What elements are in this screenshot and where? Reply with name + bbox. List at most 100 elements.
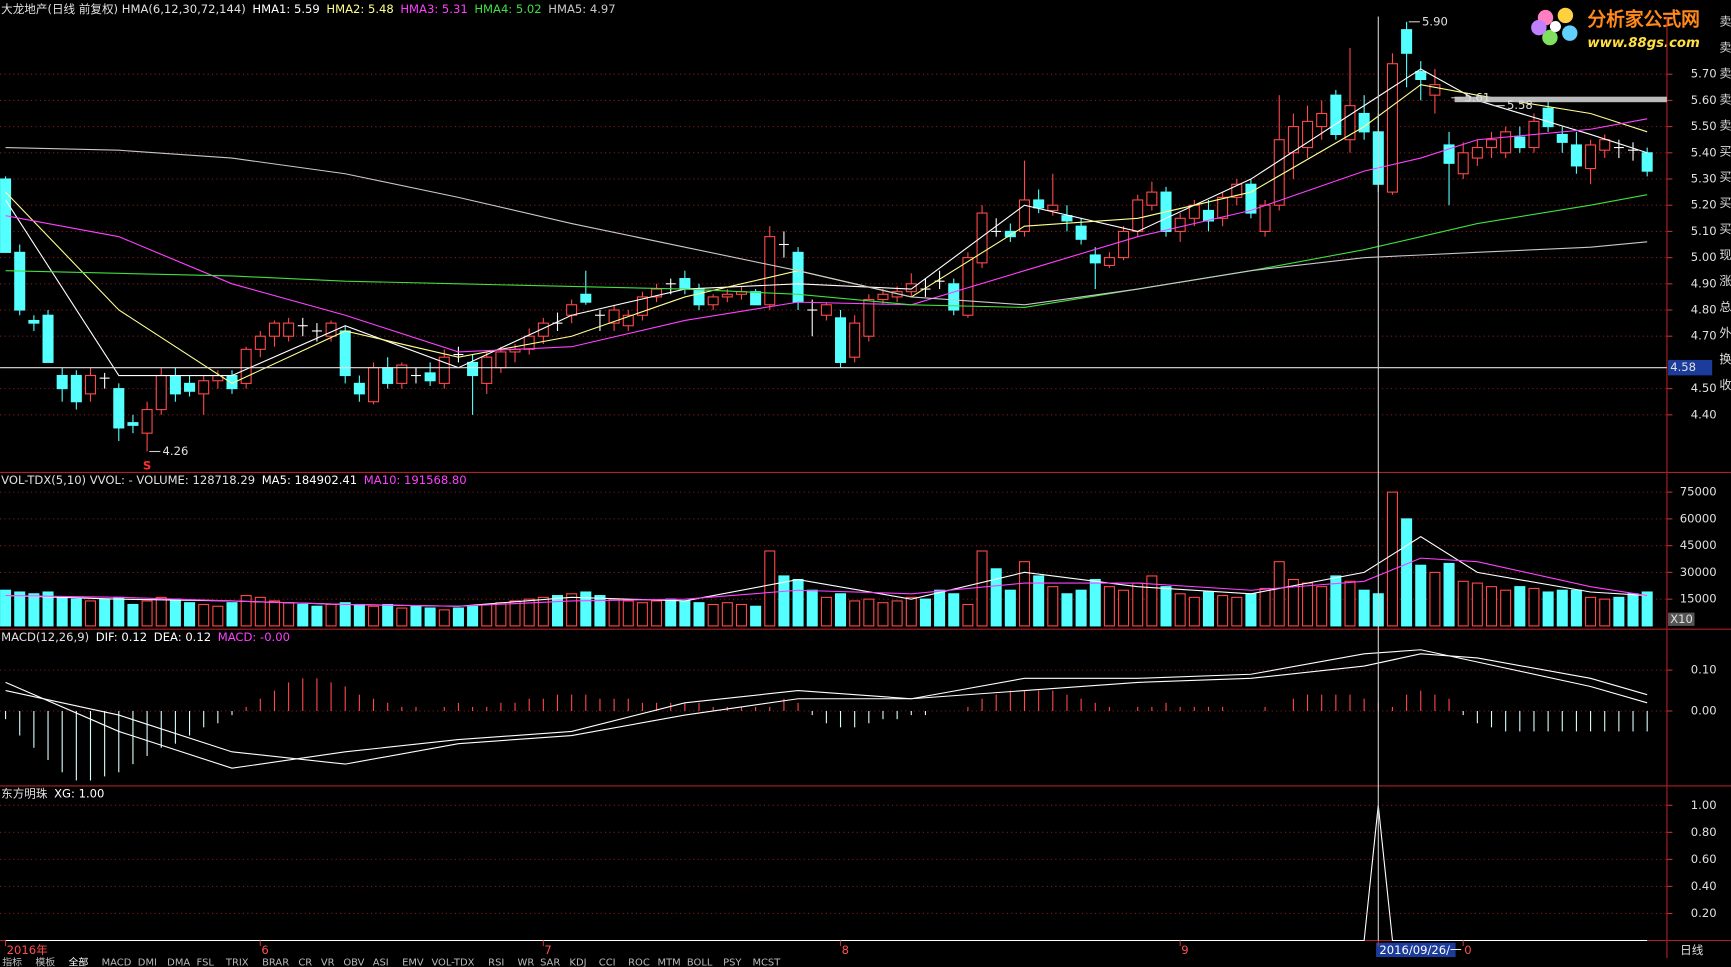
unit-label: X10 [1670, 612, 1693, 626]
volume-bar [693, 602, 705, 627]
volume-bar [1047, 586, 1059, 627]
volume-bar [1415, 564, 1427, 627]
indicator-tab: DMI [138, 958, 157, 967]
series-line [5, 194, 1648, 308]
volume-bar [1401, 518, 1413, 627]
volume-bar [1627, 593, 1639, 627]
volume-bar [70, 598, 82, 627]
volume-bar [495, 602, 507, 627]
indicator-tab: ROC [628, 958, 650, 967]
legend-entry: XG: 1.00 [54, 786, 104, 800]
y-tick-label: 5.00 [1691, 250, 1717, 264]
candle-body [1202, 209, 1214, 222]
y-tick-label: 4.80 [1691, 303, 1717, 317]
indicator-tab: FSL [197, 958, 215, 967]
indicator-tab: OBV [343, 958, 364, 967]
candle-body [155, 374, 167, 411]
indicator-tab: CR [298, 958, 312, 967]
panel-title: VOL-TDX(5,10) VVOL: - VOLUME: 128718.29 [1, 473, 255, 487]
candle-body [863, 298, 875, 337]
volume-bar [636, 602, 648, 627]
candle-body [1174, 217, 1186, 232]
volume-bar [651, 600, 663, 627]
volume-bar [608, 598, 620, 627]
logo-center [1549, 20, 1561, 33]
side-label: 收 [1719, 378, 1731, 392]
candle-body [636, 296, 648, 316]
volume-bar [368, 605, 380, 627]
volume-bar [580, 591, 592, 627]
y-tick-label: 5.50 [1691, 119, 1717, 133]
volume-bar [1471, 582, 1483, 627]
volume-bar [283, 602, 295, 627]
volume-bar [438, 609, 450, 627]
candle-body [1641, 152, 1653, 172]
candle-body [1217, 196, 1229, 219]
series-line [5, 805, 1648, 942]
side-label: 涨 [1719, 273, 1731, 288]
y-tick-label: 15000 [1680, 592, 1717, 606]
candle-body [70, 374, 82, 403]
candle-body [523, 335, 535, 350]
cursor-date-box [1376, 942, 1456, 958]
volume-bar [1089, 578, 1101, 627]
volume-bar [835, 593, 847, 627]
y-tick-label: 5.10 [1691, 224, 1717, 238]
candle-body [721, 293, 733, 298]
candle-body [835, 317, 847, 363]
volume-bar [1245, 593, 1257, 627]
candle-body [1231, 183, 1243, 198]
candle-body [1061, 215, 1073, 222]
volume-bar [410, 605, 422, 627]
y-tick-label: 0.40 [1691, 879, 1717, 893]
volume-bar [566, 593, 578, 627]
volume-bar [1202, 591, 1214, 627]
volume-bar [622, 600, 634, 627]
candle-body [1146, 191, 1158, 206]
y-tick-label: 4.50 [1691, 381, 1717, 395]
indicator-tab: VOL-TDX [431, 958, 474, 967]
side-label: 外 [1719, 326, 1731, 340]
candle-body [679, 278, 691, 290]
candle-body [198, 380, 210, 395]
panel-header: 大龙地产(日线 前复权) HMA(6,12,30,72,144) HMA1: 5.… [1, 1, 615, 15]
volume-bar [1528, 587, 1540, 627]
volume-bar [353, 603, 365, 627]
volume-bar [919, 598, 931, 627]
indicator-tab: MACD [102, 958, 132, 967]
volume-bar [1358, 589, 1370, 627]
side-label: 卖 [1719, 92, 1731, 106]
x-tick-label: 6 [261, 943, 268, 957]
volume-bar [1429, 571, 1441, 627]
indicator-tab: ASI [373, 958, 389, 967]
legend-entry: MA5: 184902.41 [262, 473, 357, 487]
y-tick-label: 5.40 [1691, 145, 1717, 159]
y-tick-label: 5.60 [1691, 93, 1717, 107]
candle-body [42, 314, 54, 363]
volume-bar [1061, 593, 1073, 627]
volume-bar [1641, 591, 1653, 627]
panel-header: MACD(12,26,9) DIF: 0.12 DEA: 0.12 MACD: -0.… [1, 629, 290, 643]
candle-body [1585, 144, 1597, 170]
volume-bar [962, 603, 974, 627]
x-tick-label: 0 [1464, 943, 1471, 957]
volume-bar [113, 596, 125, 627]
volume-bar [1018, 561, 1031, 627]
volume-bar [268, 600, 280, 627]
logo: 分析家公式网 www.88gs.com [1531, 7, 1700, 51]
volume-bar [1118, 589, 1130, 627]
volume-bar [240, 595, 252, 627]
volume-bar [523, 598, 535, 627]
volume-bar [28, 593, 40, 627]
side-label: 买 [1719, 196, 1731, 210]
volume-bar [990, 568, 1002, 627]
period-label: 日线 [1680, 943, 1704, 957]
logo-petal [1542, 29, 1558, 46]
volume-bar [155, 596, 167, 627]
y-tick-label: 4.90 [1691, 276, 1717, 290]
volume-bar [679, 600, 691, 627]
candle-body [1047, 204, 1059, 211]
side-label: 换 [1719, 352, 1731, 366]
volume-bar [1174, 593, 1186, 627]
